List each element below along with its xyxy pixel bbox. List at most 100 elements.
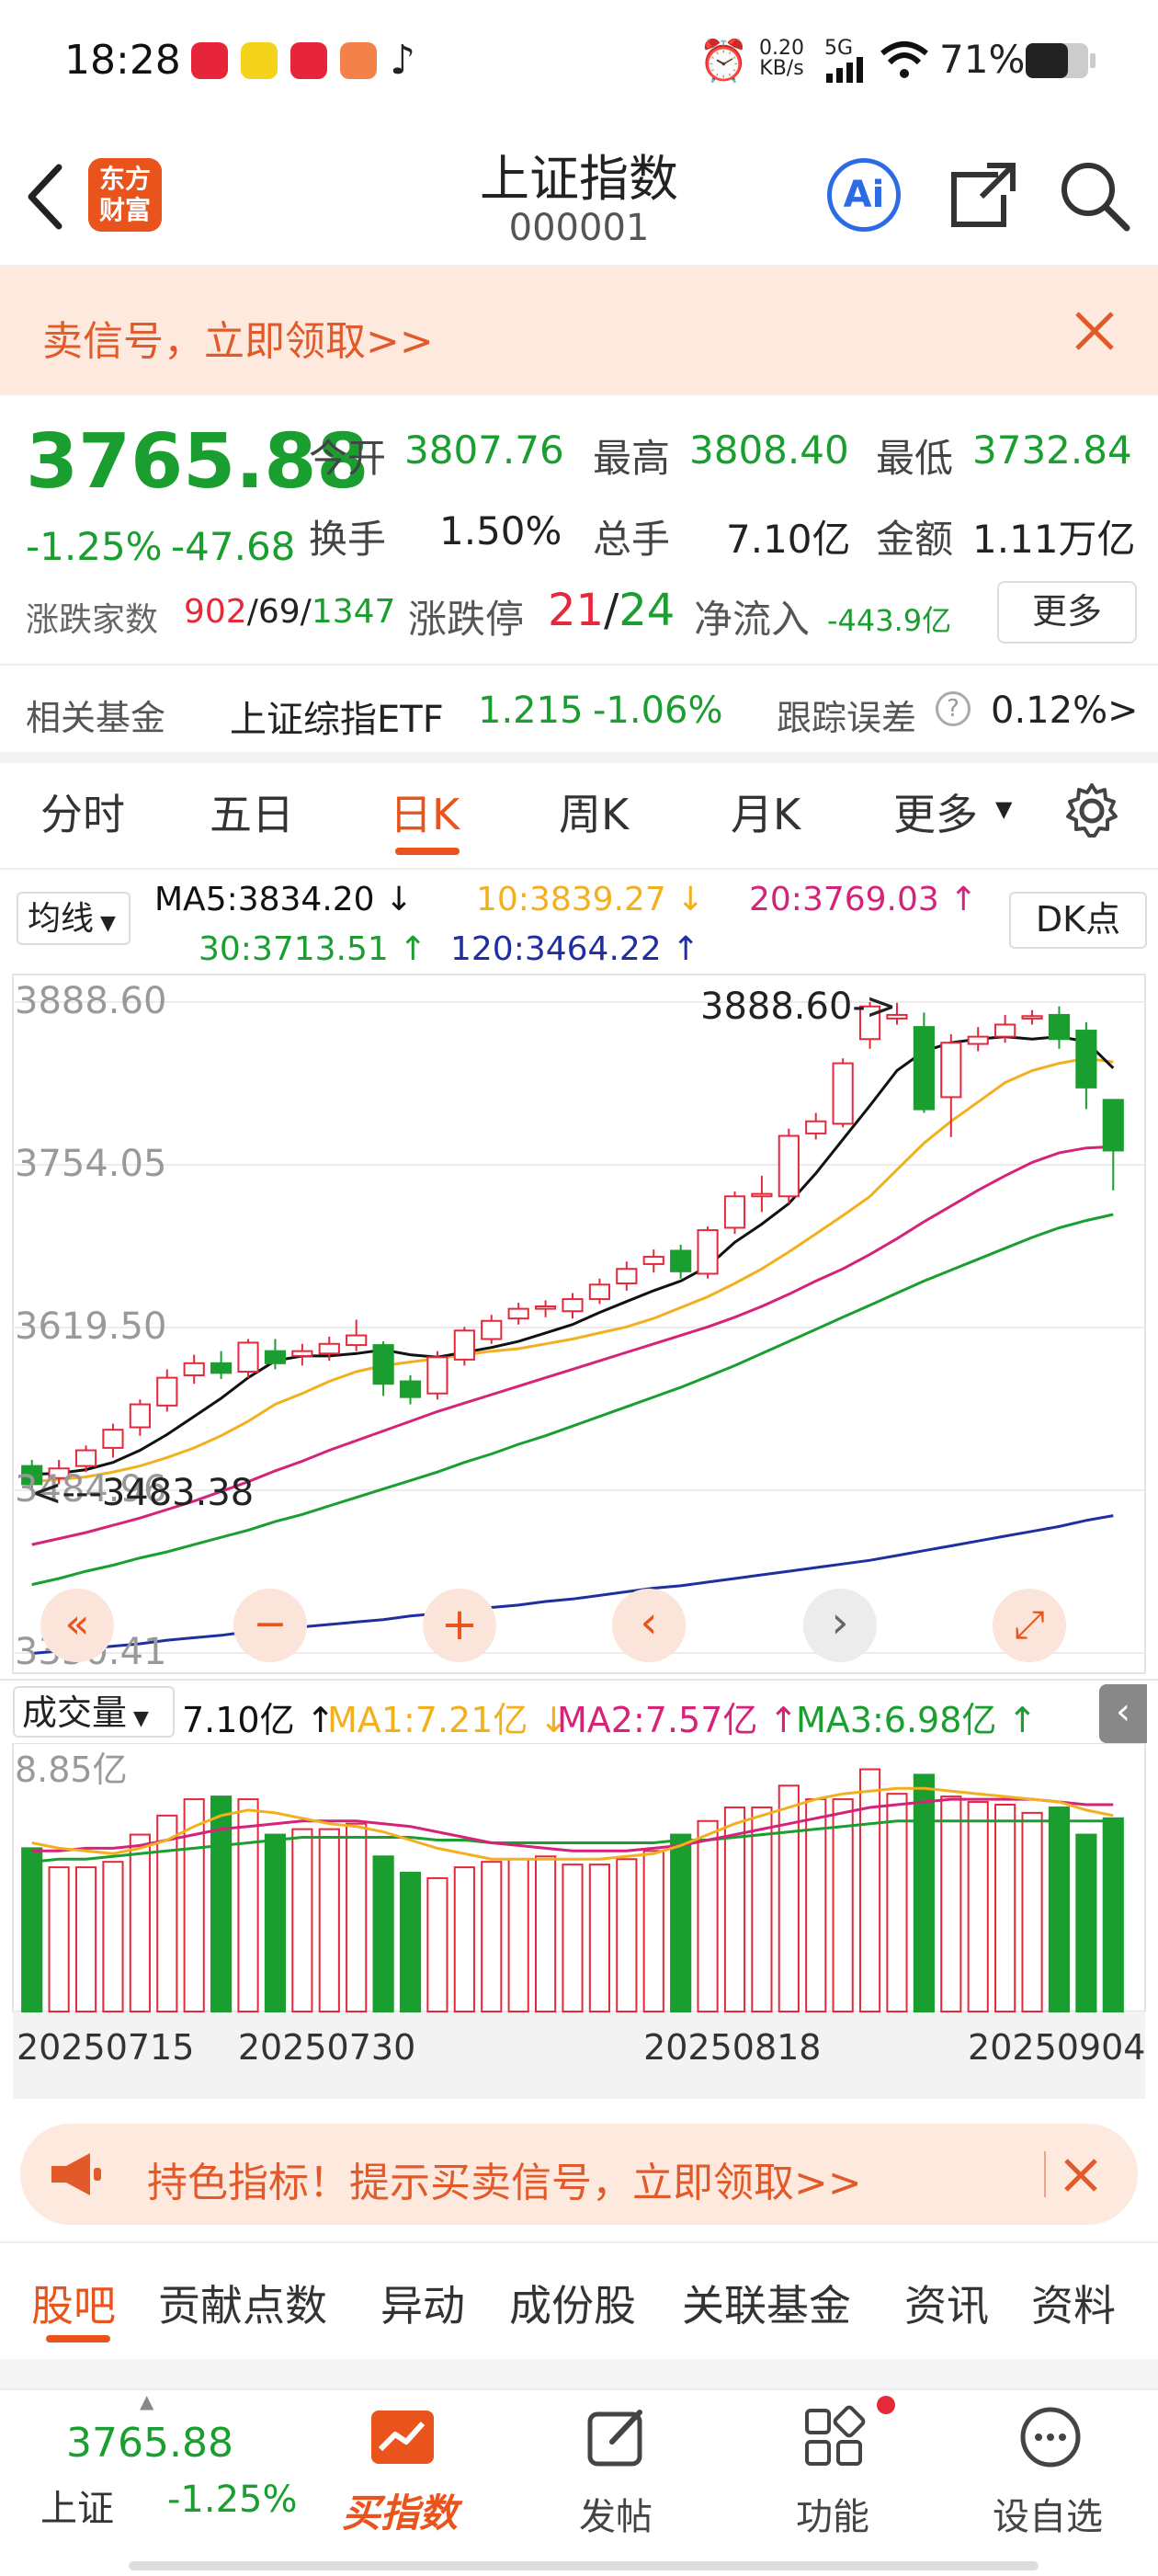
gear-icon[interactable] <box>1062 781 1121 840</box>
ma-selector[interactable]: 均线 ▼ <box>17 892 131 945</box>
edit-icon[interactable] <box>585 2405 649 2469</box>
signal-icon <box>826 57 863 83</box>
ai-button[interactable]: Ai <box>827 158 901 232</box>
tab-more[interactable]: 更多 <box>893 790 978 839</box>
candle-body <box>210 1362 233 1374</box>
volume-bar <box>940 1795 962 2012</box>
divider <box>1044 2151 1046 2197</box>
add-watchlist-label[interactable]: 设自选 <box>993 2496 1103 2538</box>
candlestick-chart[interactable]: 3888.603754.053619.503484.963350.413888.… <box>0 965 1158 1682</box>
volume-bar <box>642 1850 664 2013</box>
alarm-icon: ⏰ <box>698 38 749 85</box>
amount-label: 金额 <box>876 517 954 562</box>
candle-body <box>102 1429 124 1449</box>
zoom-in-button[interactable]: + <box>423 1589 496 1662</box>
tab-abnormal[interactable]: 异动 <box>380 2281 465 2331</box>
volume-bar <box>832 1798 854 2012</box>
candle-body <box>481 1319 503 1340</box>
bottom-index-change[interactable]: -1.25% <box>167 2479 298 2521</box>
search-icon[interactable] <box>1057 158 1134 235</box>
promo-strip[interactable] <box>20 2124 1138 2225</box>
low-value: 3732.84 <box>972 427 1132 473</box>
tab-related-funds[interactable]: 关联基金 <box>682 2281 851 2331</box>
volume-bar <box>588 1864 611 2012</box>
tab-contribution[interactable]: 贡献点数 <box>158 2281 327 2331</box>
tab-news[interactable]: 资讯 <box>904 2281 989 2331</box>
trend-chart-icon[interactable] <box>369 2409 436 2466</box>
y-axis-label: 3888.60 <box>15 980 166 1022</box>
apps-grid-icon[interactable] <box>801 2405 866 2469</box>
fund-price: 1.215 <box>478 690 584 732</box>
date-axis-band <box>13 2012 1145 2099</box>
volume-label: 总手 <box>593 517 671 562</box>
help-icon[interactable]: ? <box>936 691 971 726</box>
tiktok-icon: ♪ <box>390 37 416 84</box>
bottom-index-price[interactable]: 3765.88 <box>66 2420 233 2467</box>
tab-guba[interactable]: 股吧 <box>31 2281 116 2331</box>
tab-five-day[interactable]: 五日 <box>210 790 294 839</box>
tab-monthly-k[interactable]: 月K <box>731 790 801 839</box>
tab-constituents[interactable]: 成份股 <box>509 2281 636 2331</box>
change-value: -47.68 <box>171 524 296 569</box>
x-axis-date-label: 20250730 <box>238 2027 415 2068</box>
volume-bar <box>237 1798 259 2012</box>
x-axis-date-label: 20250715 <box>17 2027 194 2068</box>
fund-row-arrow[interactable]: > <box>1107 690 1139 732</box>
volume-bar <box>399 1872 422 2012</box>
turnover-label: 换手 <box>309 517 387 562</box>
promo-banner[interactable] <box>0 267 1158 395</box>
volume-chart[interactable]: 8.85亿 20250715 20250730 20250818 20250904 <box>0 1743 1158 2111</box>
bottom-index-name[interactable]: 上证 <box>40 2488 114 2530</box>
function-label[interactable]: 功能 <box>796 2496 869 2538</box>
close-icon[interactable] <box>1073 310 1116 352</box>
next-button[interactable]: › <box>803 1589 877 1662</box>
gesture-bar <box>129 2561 1039 2570</box>
volume-bar <box>291 1828 313 2012</box>
tab-minute[interactable]: 分时 <box>40 790 125 839</box>
volume-total: 7.10亿 ↑ <box>182 1700 335 1740</box>
volume-bar <box>1102 1817 1124 2012</box>
share-icon[interactable] <box>947 158 1020 232</box>
tab-daily-k[interactable]: 日K <box>390 790 460 839</box>
post-label[interactable]: 发帖 <box>579 2496 653 2538</box>
volume-bar <box>858 1768 881 2012</box>
tracking-value: 0.12% <box>991 690 1108 732</box>
dk-point-button[interactable]: DK点 <box>1009 892 1147 949</box>
prev-button[interactable]: ‹ <box>612 1589 686 1662</box>
buy-index-label[interactable]: 买指数 <box>342 2491 459 2536</box>
candle-body <box>318 1342 340 1355</box>
volume-bar <box>967 1801 989 2012</box>
more-dots-icon[interactable] <box>1018 2405 1083 2469</box>
candle-body <box>832 1062 854 1125</box>
expand-icon[interactable]: ▲ <box>140 2390 154 2412</box>
app-logo: 东方财富 <box>88 158 162 232</box>
back-icon[interactable] <box>24 162 64 232</box>
zoom-out-button[interactable]: − <box>233 1589 307 1662</box>
ma5-value: MA5:3834.20 ↓ <box>154 881 414 918</box>
banner-text[interactable]: 卖信号，立即领取>> <box>42 318 434 365</box>
breadth-label: 涨跌家数 <box>26 601 159 639</box>
volume-bar <box>507 1858 529 2012</box>
fullscreen-button[interactable]: ⤢ <box>993 1589 1066 1662</box>
candle-body <box>940 1042 962 1099</box>
close-icon[interactable] <box>1062 2157 1099 2194</box>
amount-value: 1.11万亿 <box>972 517 1136 562</box>
more-button[interactable]: 更多 <box>997 581 1137 644</box>
volume-selector[interactable]: 成交量 ▼ <box>13 1686 175 1738</box>
volume-bar <box>48 1866 70 2012</box>
fund-name[interactable]: 上证综指ETF <box>230 699 444 741</box>
chart-frame <box>12 974 1146 1674</box>
divider <box>0 1679 1158 1681</box>
ma1-volume-line <box>31 1786 1114 1861</box>
active-tab-indicator <box>46 2335 110 2342</box>
volume-bar <box>453 1866 475 2012</box>
volume-bar <box>102 1861 124 2012</box>
fast-back-button[interactable]: « <box>40 1589 114 1662</box>
candle-body <box>1102 1099 1124 1152</box>
tab-profile[interactable]: 资料 <box>1031 2281 1116 2331</box>
candle-body <box>588 1283 611 1301</box>
candle-body <box>886 1013 908 1020</box>
promo-text[interactable]: 持色指标！提示买卖信号，立即领取>> <box>147 2160 862 2206</box>
collapse-panel-icon[interactable]: ‹ <box>1099 1684 1147 1743</box>
tab-weekly-k[interactable]: 周K <box>559 790 630 839</box>
